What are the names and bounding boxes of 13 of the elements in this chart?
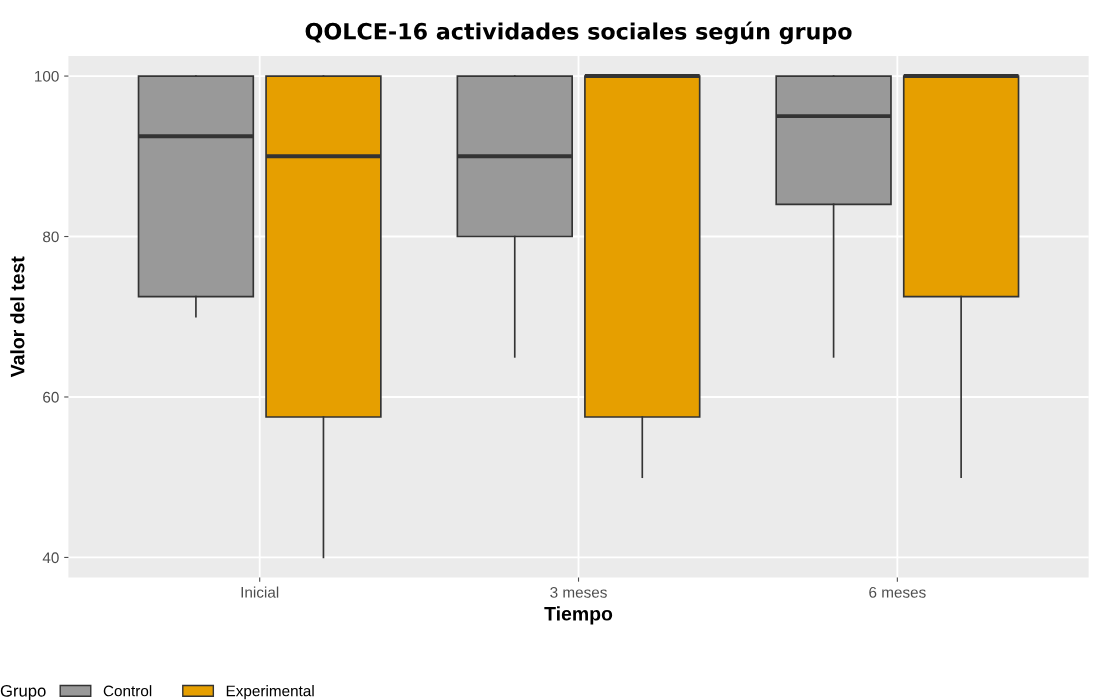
- chart-title: QOLCE-16 actividades sociales según grupo: [305, 21, 852, 45]
- x-tick-label: Inicial: [241, 586, 279, 598]
- y-tick-label: 80: [43, 231, 59, 243]
- x-tick-label: 6 meses: [869, 586, 926, 598]
- y-tick-label: 40: [42, 552, 59, 564]
- legend-label: Experimental: [226, 685, 314, 700]
- x-tick-label: 3 meses: [550, 586, 607, 598]
- y-axis-title: Valor del test: [10, 256, 25, 378]
- y-tick-label: 100: [35, 70, 59, 82]
- legend-label: Control: [103, 685, 152, 697]
- y-tick-label: 60: [43, 391, 59, 403]
- legend-title: Grupo: [0, 684, 46, 700]
- x-axis-title: Tiempo: [544, 606, 613, 625]
